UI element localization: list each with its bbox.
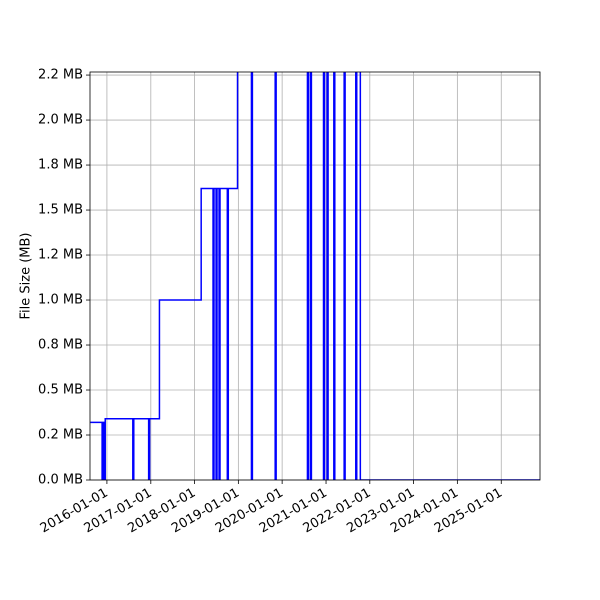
y-tick-label: 2.0 MB (38, 113, 83, 128)
y-tick-label: 1.0 MB (38, 293, 83, 308)
plot-frame (89, 71, 541, 481)
y-tick-label: 1.2 MB (38, 248, 83, 263)
y-axis-label: File Size (MB) (19, 233, 34, 320)
y-tick-label: 1.5 MB (38, 203, 83, 218)
y-tick-label: 0.5 MB (38, 383, 83, 398)
y-tick-label: 2.2 MB (38, 68, 83, 83)
y-tick-label: 0.0 MB (38, 473, 83, 488)
data-line (90, 72, 540, 480)
y-tick-label: 0.8 MB (38, 338, 83, 353)
y-tick-label: 1.8 MB (38, 158, 83, 173)
y-tick-label: 0.2 MB (38, 428, 83, 443)
